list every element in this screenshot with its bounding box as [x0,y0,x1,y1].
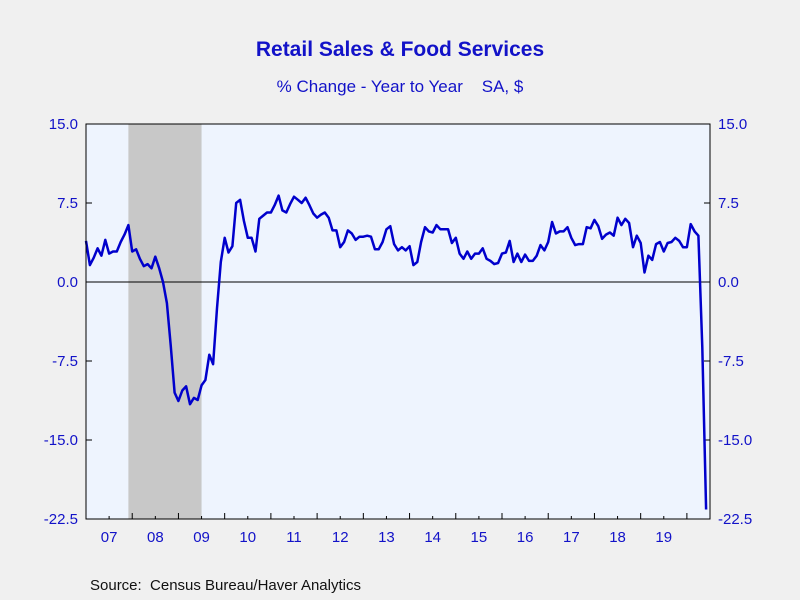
left-y-tick-label: 15.0 [49,116,78,133]
x-tick-label: 12 [332,529,349,546]
x-tick-label: 15 [471,529,488,546]
left-y-tick-label: -15.0 [44,432,78,449]
plot-frame [85,123,711,520]
x-tick-label: 14 [424,529,441,546]
recession-shading [128,124,202,519]
series-line [84,194,708,510]
source-note: Source: Census Bureau/Haver Analytics [90,577,361,594]
right-y-tick-label: -15.0 [718,432,752,449]
left-y-tick-label: 0.0 [57,274,78,291]
right-y-tick-label: -7.5 [718,353,744,370]
left-y-tick-label: 7.5 [57,195,78,212]
chart-title: Retail Sales & Food Services [255,38,545,61]
x-tick-label: 08 [147,529,164,546]
right-y-axis: 15.0 7.5 0.0 -7.5 -15.0 -22.5 [704,116,752,528]
x-tick-label: 17 [563,529,580,546]
right-y-tick-label: 7.5 [718,195,739,212]
x-tick-label: 09 [193,529,210,546]
left-y-tick-label: -22.5 [44,511,78,528]
x-tick-label: 16 [517,529,534,546]
x-tick-label: 07 [101,529,118,546]
x-tick-label: 13 [378,529,395,546]
x-tick-label: 19 [655,529,672,546]
x-axis: 07 08 09 10 11 12 13 14 15 16 17 18 19 [85,513,711,546]
right-y-tick-label: 0.0 [718,274,739,291]
chart-subtitle: % Change - Year to Year SA, $ [276,77,524,96]
left-y-tick-label: -7.5 [52,353,78,370]
x-tick-label: 18 [609,529,626,546]
left-y-axis: 15.0 7.5 0.0 -7.5 -15.0 -22.5 [44,116,92,528]
x-tick-label: 10 [239,529,256,546]
right-y-tick-label: 15.0 [718,116,747,133]
right-y-tick-label: -22.5 [718,511,752,528]
x-tick-label: 11 [286,529,302,546]
